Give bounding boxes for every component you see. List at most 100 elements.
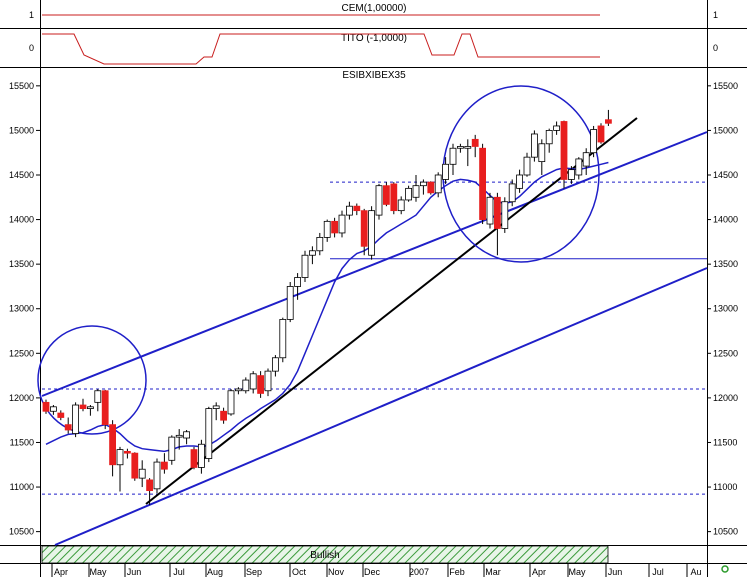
candle-body <box>331 220 339 234</box>
candle-body <box>338 214 346 234</box>
candle-body <box>464 146 472 149</box>
y-tick-label-left: 15500 <box>9 81 34 91</box>
candle-body <box>545 130 553 145</box>
candle-body <box>220 410 228 421</box>
candle-body <box>146 479 154 492</box>
candle-body <box>582 152 590 167</box>
signal-bar-label: Bullish <box>310 550 339 561</box>
candle-body <box>368 210 376 256</box>
candle-body <box>308 250 316 256</box>
candle-body <box>493 196 501 229</box>
tito-panel-title: TITO (-1,0000) <box>341 33 407 44</box>
candle-body <box>101 390 109 426</box>
candle-body <box>523 156 531 176</box>
tito-axis-right-tick: 0 <box>713 43 718 53</box>
candle-body <box>486 196 494 225</box>
candle-body <box>419 181 427 187</box>
cem-axis-left-tick: 1 <box>29 10 34 20</box>
y-tick-label-left: 14000 <box>9 215 34 225</box>
signal-bar-fill <box>41 545 609 564</box>
x-tick-label: May <box>568 567 586 577</box>
candle-body <box>257 375 265 394</box>
y-axis: 10500 10500 11000 11000 11500 11500 12000 12000… <box>9 81 738 537</box>
candle-body <box>42 401 50 412</box>
x-tick-label: Apr <box>54 567 68 577</box>
x-tick-label: Au <box>690 567 701 577</box>
candle-body <box>197 443 205 468</box>
y-tick-label-right: 14000 <box>713 215 738 225</box>
trendline-black <box>145 117 638 505</box>
y-tick-label-right: 11500 <box>713 437 737 447</box>
candle-body <box>360 210 368 247</box>
x-tick-label: Nov <box>328 567 345 577</box>
x-tick-label: Jun <box>608 567 623 577</box>
y-tick-label-right: 14500 <box>713 170 738 180</box>
candle-body <box>597 125 605 143</box>
candle-body <box>553 125 560 131</box>
tito-line <box>42 33 600 65</box>
x-tick-label: Jun <box>127 567 142 577</box>
candle-body <box>316 237 324 252</box>
candle-body <box>124 450 131 454</box>
candle-body <box>50 406 57 412</box>
candle-body <box>57 412 65 418</box>
x-tick-label: Mar <box>485 567 501 577</box>
y-tick-label-right: 15000 <box>713 125 738 135</box>
trendline-upper-blue <box>41 131 708 397</box>
candle-body <box>375 185 383 216</box>
y-tick-label-right: 10500 <box>713 527 738 537</box>
x-tick-label: Sep <box>246 567 262 577</box>
candle-body <box>249 373 257 390</box>
candle-body <box>131 452 139 479</box>
y-tick-label-right: 12500 <box>713 348 738 358</box>
tito-axis-left-tick: 0 <box>29 43 34 53</box>
candle-body <box>412 185 420 198</box>
candle-body <box>516 174 523 189</box>
trendlines <box>41 117 708 546</box>
y-tick-label-left: 13000 <box>9 304 34 314</box>
x-tick-label: May <box>89 567 107 577</box>
main-panel-title: ESIBXIBEX35 <box>342 70 406 81</box>
x-tick-label: Jul <box>652 567 664 577</box>
candle-body <box>434 174 442 194</box>
candle-body <box>72 404 79 434</box>
y-tick-label-left: 10500 <box>9 527 34 537</box>
candle-body <box>345 205 353 216</box>
candle-body <box>479 147 487 220</box>
cem-panel-title: CEM(1,00000) <box>341 3 406 14</box>
candle-body <box>264 370 272 392</box>
circle-left <box>37 325 147 435</box>
candle-body <box>560 121 568 180</box>
y-tick-label-right: 11000 <box>713 482 737 492</box>
signal-bar: Bullish <box>41 545 609 564</box>
candle-body <box>590 129 597 154</box>
candle-body <box>575 158 583 176</box>
candle-body <box>64 424 72 431</box>
x-tick-label: Dec <box>364 567 381 577</box>
candle-body <box>449 147 457 165</box>
tito-panel: TITO (-1,0000) 0 0 <box>29 33 718 65</box>
candle-body <box>205 408 213 459</box>
status-icon <box>721 565 729 573</box>
candle-body <box>242 379 250 392</box>
candle-body <box>109 424 116 466</box>
candle-body <box>353 205 361 212</box>
candle-body <box>79 404 87 409</box>
candle-body <box>234 388 242 392</box>
candle-body <box>397 199 405 212</box>
y-tick-label-right: 13000 <box>713 304 738 314</box>
candle-body <box>508 183 516 203</box>
x-tick-label: Jul <box>173 567 185 577</box>
candle-body <box>568 169 575 180</box>
trendline-lower-blue <box>54 267 708 546</box>
candle-body <box>538 143 546 163</box>
candle-body <box>175 434 183 438</box>
candle-body <box>471 138 479 147</box>
candle-body <box>456 146 464 149</box>
y-tick-label-left: 12500 <box>9 348 34 358</box>
y-tick-label-right: 13500 <box>713 259 738 269</box>
candle-body <box>153 461 161 490</box>
x-tick-label: Apr <box>532 567 546 577</box>
candle-body <box>279 319 287 359</box>
